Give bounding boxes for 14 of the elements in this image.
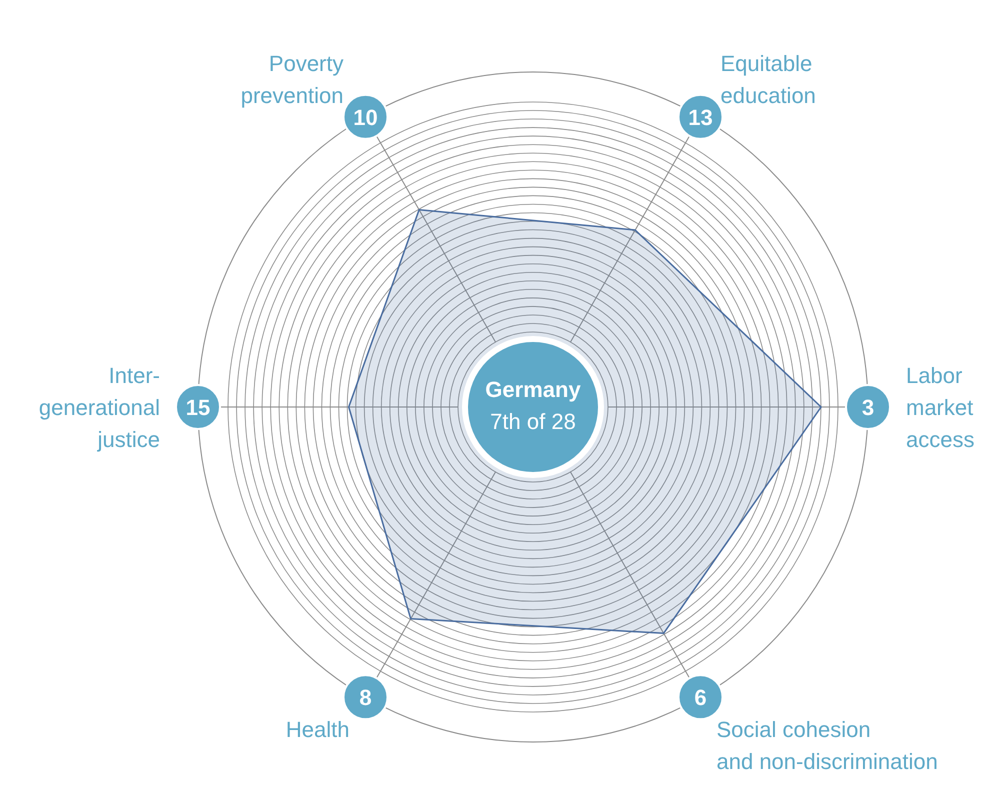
text: 3: [862, 395, 874, 420]
spoke-label: Equitable education: [720, 50, 816, 108]
text: 10: [353, 104, 378, 130]
text: 6: [694, 685, 707, 710]
spoke-label: Labor market access: [906, 363, 974, 452]
text: 8: [359, 685, 372, 710]
spoke-label: Health: [286, 717, 350, 742]
spoke-label: Inter- generational justice: [38, 363, 160, 452]
text: 13: [688, 104, 713, 130]
text: Germany: [485, 377, 582, 402]
spoke-label: Social cohesion and non-discrimination: [716, 717, 938, 774]
spoke-label: Poverty prevention: [240, 50, 344, 108]
text: 15: [186, 395, 210, 420]
text: 7th of 28: [490, 409, 576, 434]
